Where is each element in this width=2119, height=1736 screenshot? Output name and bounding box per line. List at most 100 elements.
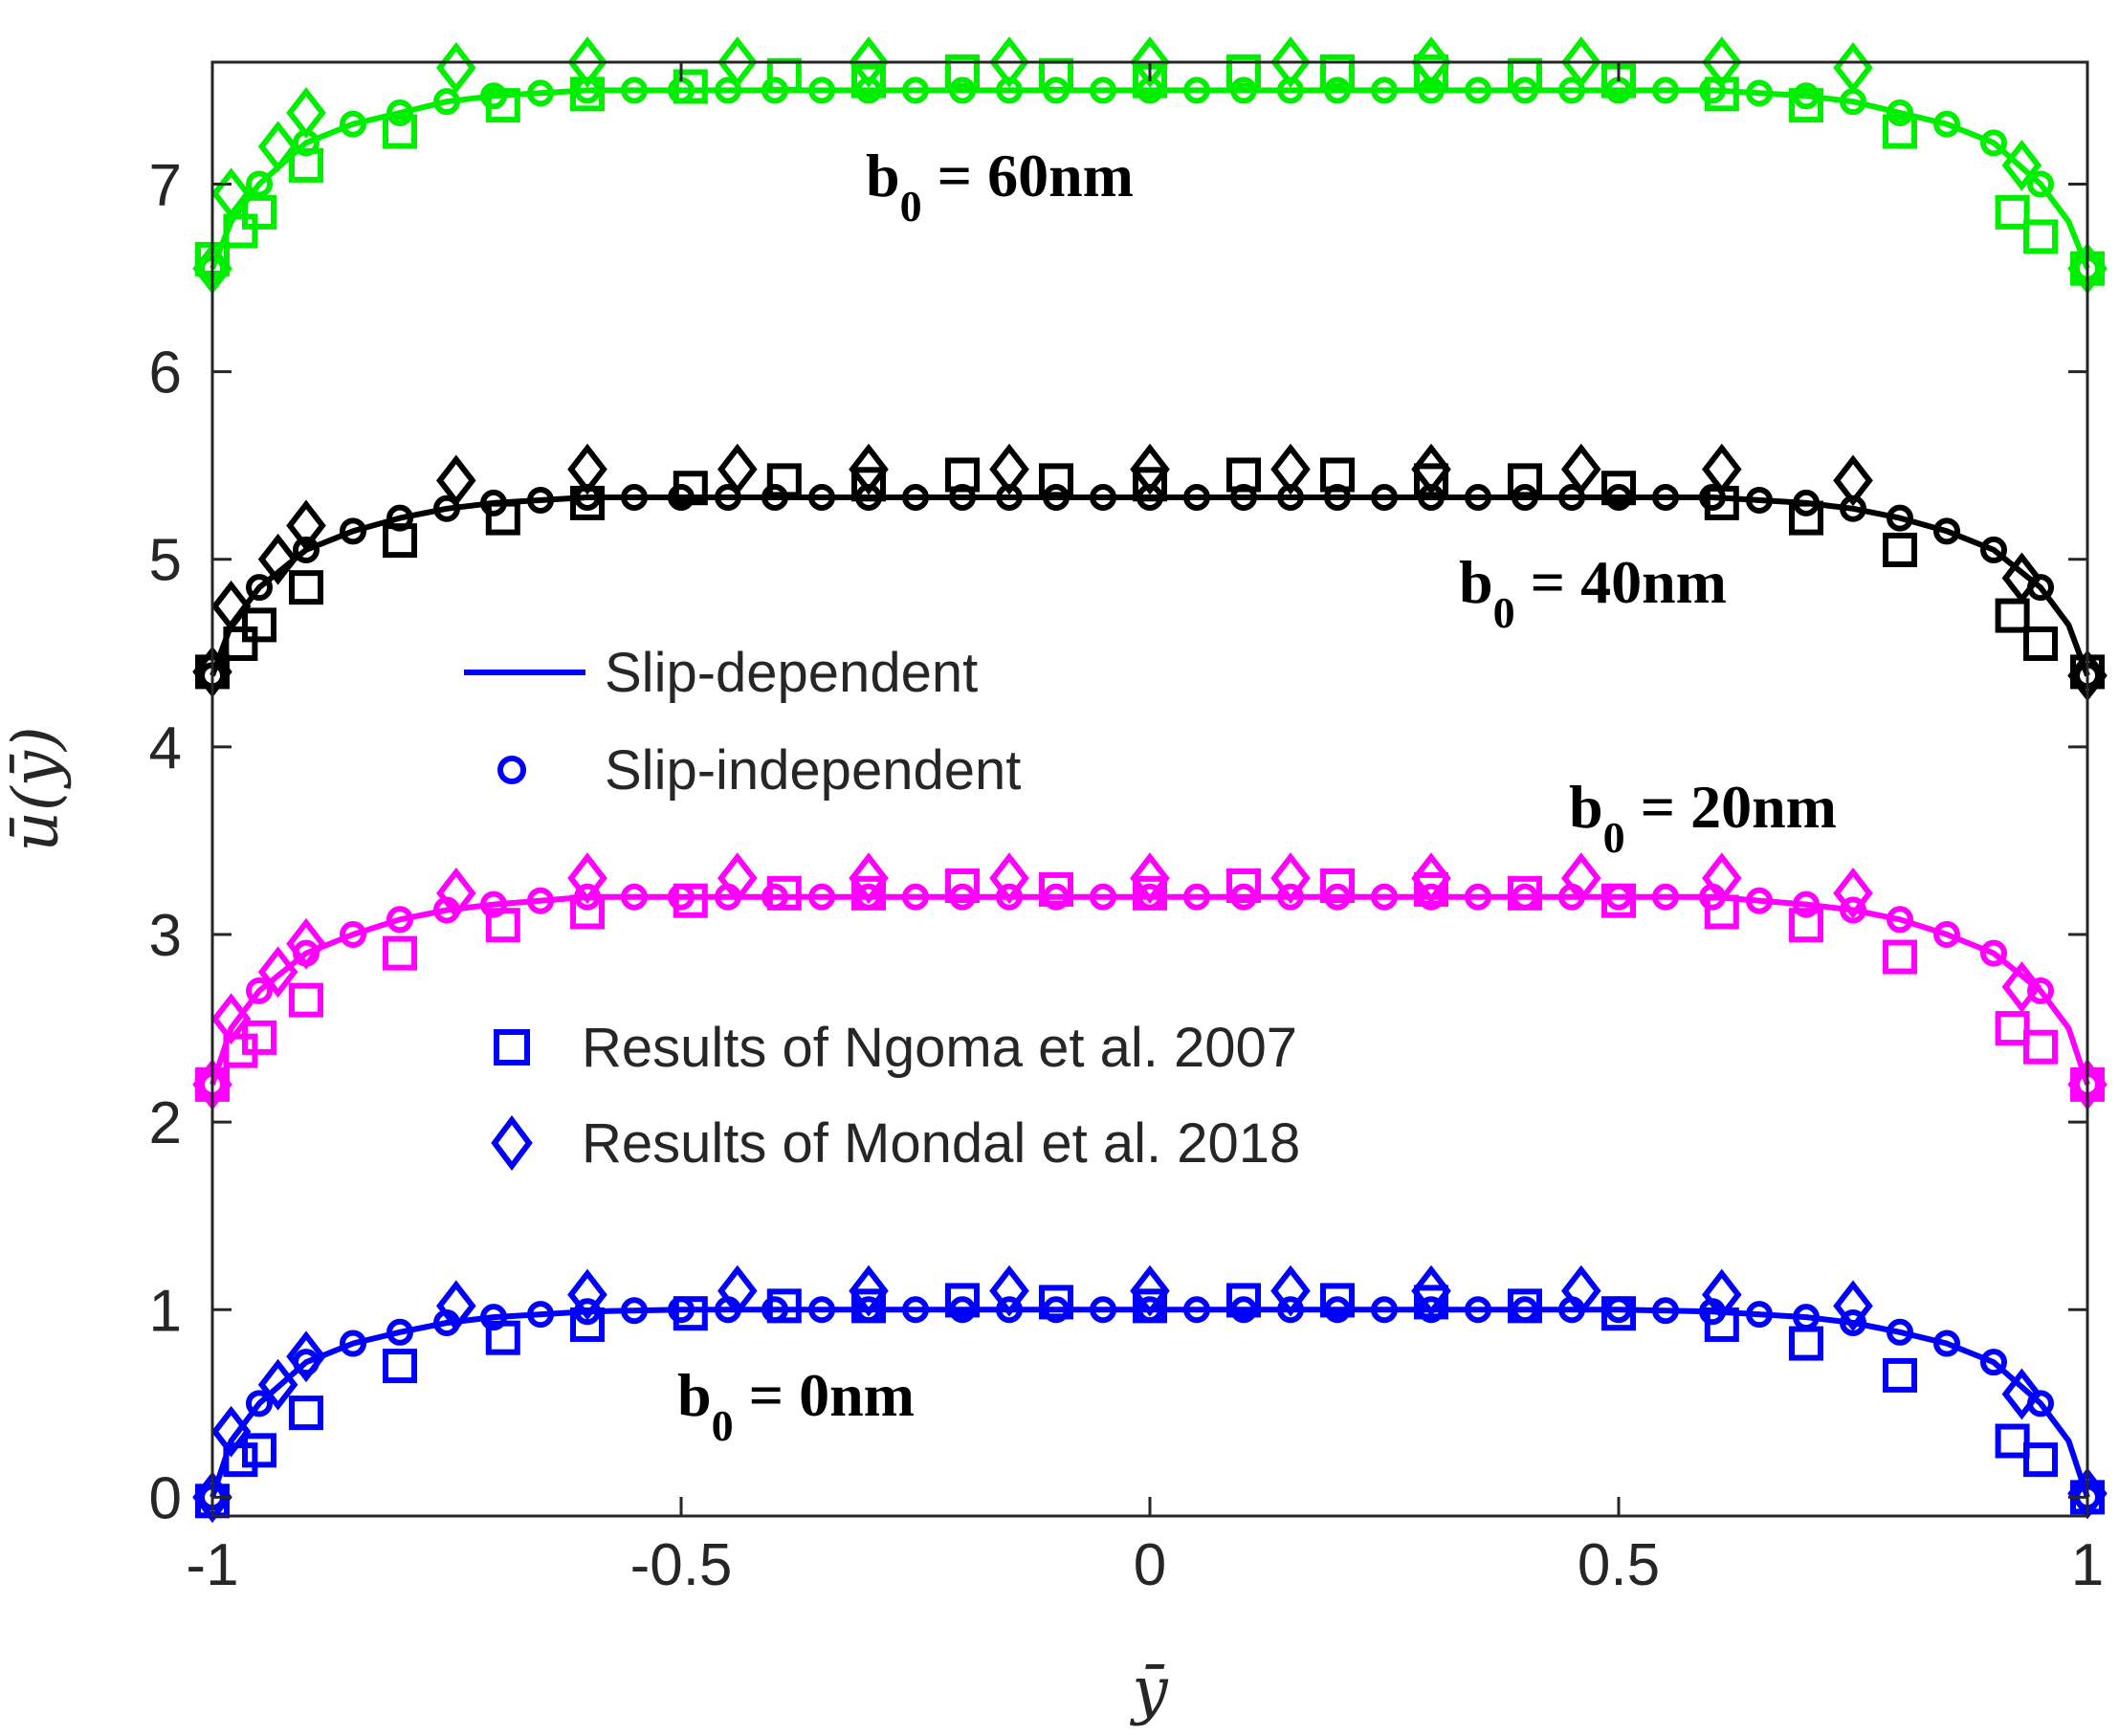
slip-independent-point — [1558, 484, 1585, 512]
y-tick-label: 6 — [149, 341, 182, 407]
mondal-point — [210, 993, 252, 1045]
slip-independent-point — [1652, 883, 1679, 911]
ngoma-point — [1883, 114, 1917, 149]
slip-independent-point — [808, 77, 835, 104]
slip-independent-point — [1887, 504, 1913, 532]
ngoma-point — [1883, 939, 1917, 975]
mondal-point — [436, 41, 476, 94]
slip-independent-point — [1183, 77, 1210, 104]
mondal-point — [989, 852, 1029, 905]
mondal-point — [1411, 852, 1451, 905]
ngoma-point — [673, 1296, 708, 1331]
slip-independent-point — [293, 536, 320, 563]
ngoma-point — [1601, 883, 1636, 918]
ngoma-point — [223, 1442, 258, 1478]
ngoma-point — [1789, 88, 1823, 123]
ngoma-point — [1789, 908, 1823, 943]
legend-square-swatch — [494, 1029, 530, 1066]
ngoma-point — [1320, 54, 1355, 89]
ngoma-point — [383, 935, 417, 971]
slip-independent-point — [1371, 883, 1398, 911]
y-tick-label: 1 — [149, 1278, 182, 1344]
slip-independent-point — [527, 79, 554, 107]
legend-entry: Results of Ngoma et al. 2007 — [494, 1017, 1297, 1079]
slip-independent-point — [1933, 110, 1960, 138]
slip-independent-point — [480, 82, 507, 110]
slip-independent-point — [340, 921, 366, 948]
mondal-point — [1270, 852, 1311, 905]
mondal-point — [1270, 1264, 1311, 1317]
legend-circle-swatch — [497, 756, 526, 784]
ngoma-point — [1320, 868, 1355, 904]
slip-independent-point — [1605, 484, 1632, 512]
mondal-point — [257, 121, 298, 173]
slip-independent-point — [1465, 883, 1491, 911]
slip-independent-point — [1980, 129, 2007, 157]
slip-independent-point — [1183, 883, 1210, 911]
ngoma-point — [1039, 1285, 1073, 1320]
mondal-point — [989, 443, 1029, 495]
slip-independent-point — [621, 77, 648, 104]
ngoma-point — [945, 868, 980, 904]
ngoma-point — [945, 457, 980, 493]
slip-independent-point — [480, 890, 507, 918]
x-tick-label: -0.5 — [630, 1532, 733, 1598]
ngoma-point — [766, 463, 802, 498]
ngoma-point — [851, 875, 886, 911]
slip-independent-point — [1746, 486, 1773, 514]
ngoma-point — [1508, 875, 1542, 911]
slip-independent-point — [386, 906, 413, 934]
ngoma-point — [1601, 471, 1636, 506]
slip-independent-point — [996, 1296, 1023, 1324]
ngoma-point — [851, 1288, 886, 1324]
slip-independent-point — [340, 517, 366, 545]
x-tick-label: 0.5 — [1578, 1532, 1660, 1598]
mondal-point — [1130, 852, 1170, 905]
slip-independent-point — [1090, 1296, 1116, 1324]
slip-independent-point — [1840, 896, 1866, 924]
slip-independent-point — [808, 1296, 835, 1324]
slip-independent-point — [1371, 484, 1398, 512]
slip-independent-point — [621, 1297, 648, 1325]
mondal-point — [717, 852, 758, 905]
slip-independent-point — [949, 1296, 976, 1324]
ngoma-point — [289, 1395, 323, 1431]
legend-entry: Slip-independent — [497, 739, 1021, 802]
legend-label: Results of Mondal et al. 2018 — [582, 1112, 1300, 1175]
slip-independent-point — [1324, 883, 1351, 911]
mondal-point — [257, 533, 298, 585]
slip-independent-point — [949, 883, 976, 911]
ngoma-point — [1133, 1288, 1167, 1324]
series-layer — [192, 36, 2108, 1524]
mondal-point — [849, 36, 889, 88]
ngoma-point — [1789, 500, 1823, 536]
mondal-point — [567, 1268, 607, 1321]
ngoma-point — [851, 63, 886, 99]
slip-independent-point — [1746, 79, 1773, 107]
legend-label: Results of Ngoma et al. 2007 — [582, 1017, 1297, 1079]
ngoma-point — [1601, 1296, 1636, 1331]
mondal-point — [1130, 443, 1170, 495]
slip-independent-point — [433, 494, 460, 522]
mondal-point — [286, 499, 326, 552]
slip-independent-point — [1746, 887, 1773, 914]
ngoma-point — [1039, 871, 1073, 907]
slip-independent-point — [1418, 883, 1445, 911]
ngoma-point — [673, 883, 708, 918]
slip-independent-point — [1418, 1296, 1445, 1324]
ngoma-point — [1883, 1357, 1917, 1393]
slip-independent-point — [1793, 890, 1820, 918]
slip-independent-point — [1558, 77, 1585, 104]
mondal-point — [1833, 41, 1873, 94]
y-tick-label: 2 — [149, 1090, 182, 1156]
x-tick-label: 1 — [2071, 1532, 2104, 1598]
curve-annotation: b0 = 40nm — [1459, 548, 1727, 637]
slip-independent-point — [621, 484, 648, 512]
slip-independent-point — [1652, 1297, 1679, 1325]
slip-independent-point — [1465, 1296, 1491, 1324]
slip-independent-point — [246, 574, 273, 602]
ngoma-point — [1226, 457, 1261, 493]
mondal-point — [2001, 552, 2042, 604]
mondal-point — [567, 36, 607, 88]
slip-independent-point — [527, 486, 554, 514]
